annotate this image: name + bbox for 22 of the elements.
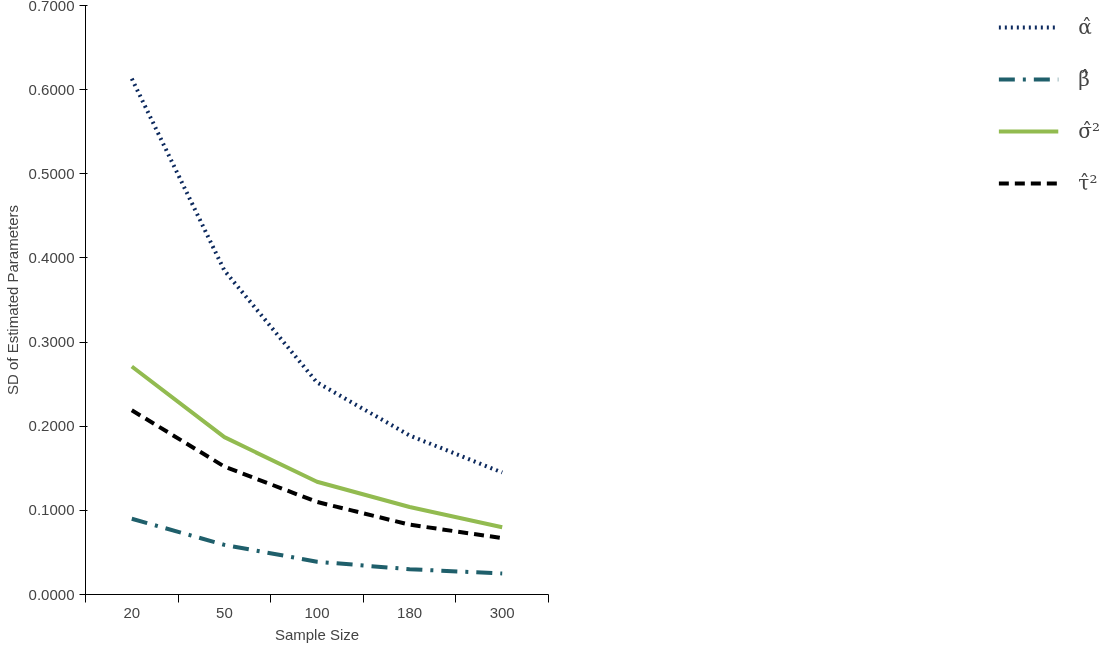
line-series — [129, 76, 505, 475]
line-series — [129, 364, 505, 530]
legend-label: β̂ — [1078, 67, 1091, 91]
y-tick-label: 0.2000 — [28, 417, 75, 435]
x-tick-label: 180 — [397, 603, 423, 621]
y-tick-label: 0.7000 — [28, 0, 75, 14]
line-series — [129, 516, 505, 576]
y-tick-label: 0.3000 — [28, 333, 75, 351]
legend-label: τ̂² — [1078, 171, 1099, 195]
x-tick-label: 50 — [216, 603, 233, 621]
y-tick-label: 0.5000 — [28, 164, 75, 182]
y-axis-title: SD of Estimated Parameters — [3, 204, 21, 396]
legend-label: σ̂² — [1078, 119, 1100, 143]
y-tick-label: 0.6000 — [28, 80, 75, 98]
y-tick-label: 0.4000 — [28, 248, 75, 266]
x-axis-title: Sample Size — [274, 625, 360, 643]
x-tick-label: 300 — [489, 603, 515, 621]
x-tick-label: 20 — [123, 603, 141, 621]
legend-label: α̂ — [1078, 15, 1093, 39]
y-tick-label: 0.0000 — [28, 585, 75, 603]
x-tick-label: 100 — [304, 603, 330, 621]
y-tick-label: 0.1000 — [28, 501, 75, 519]
